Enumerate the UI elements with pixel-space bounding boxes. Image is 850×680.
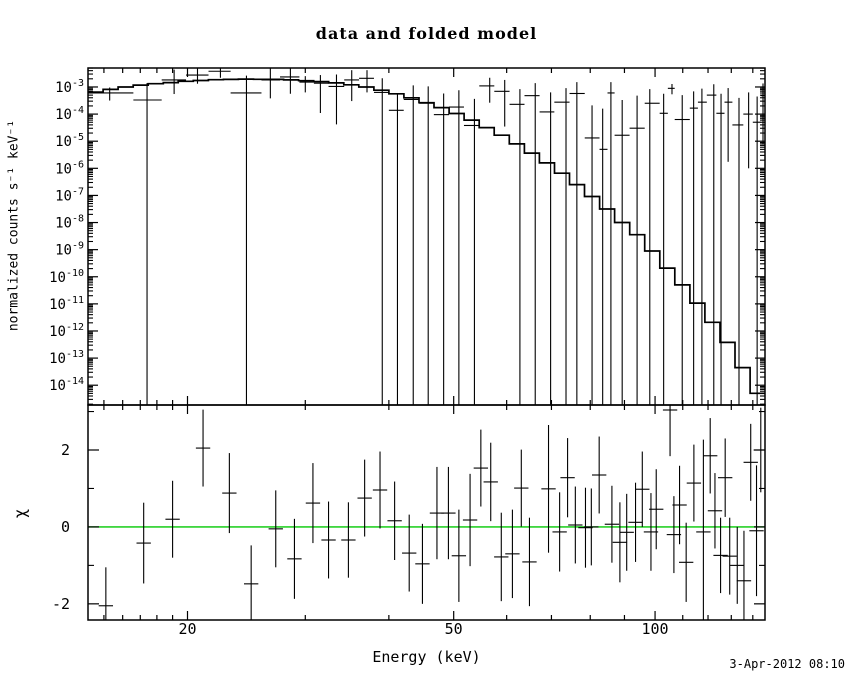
y-tick-label: 10-8 (55, 214, 84, 232)
y-tick-label: 10-5 (55, 132, 84, 150)
x-tick-label: 20 (178, 620, 196, 638)
y-axis-label-counts: normalized counts s⁻¹ keV⁻¹ (6, 119, 22, 332)
y-tick-label: 10-4 (55, 105, 84, 123)
bottom-panel-frame (87, 404, 766, 621)
y-tick-label: 10-13 (49, 349, 84, 367)
bottom-panel-data (88, 405, 765, 620)
chi-tick-label: -2 (52, 595, 70, 613)
x-axis-label: Energy (keV) (372, 648, 481, 666)
plot-title: data and folded model (315, 24, 538, 43)
chi-tick-label: 2 (61, 441, 70, 459)
x-tick-label: 50 (445, 620, 463, 638)
y-tick-label: 10-11 (49, 295, 84, 313)
y-tick-label: 10-9 (55, 241, 84, 259)
y-tick-label: 10-14 (49, 376, 84, 394)
y-tick-label: 10-10 (49, 268, 84, 286)
y-tick-label: 10-7 (55, 186, 84, 204)
timestamp: 3-Apr-2012 08:10 (729, 657, 845, 671)
y-tick-label: 10-6 (55, 159, 84, 177)
y-tick-label: 10-12 (49, 322, 84, 340)
folded-model-line (88, 78, 765, 395)
chi-tick-label: 0 (61, 518, 70, 536)
y-axis-label-chi: χ (10, 508, 30, 519)
axis-ticks: 20 50 10010-310-410-510-610-710-810-910-10… (49, 67, 765, 638)
y-tick-label: 10-3 (55, 78, 84, 96)
x-tick-label: 100 (642, 620, 669, 638)
top-panel-data (88, 68, 765, 405)
